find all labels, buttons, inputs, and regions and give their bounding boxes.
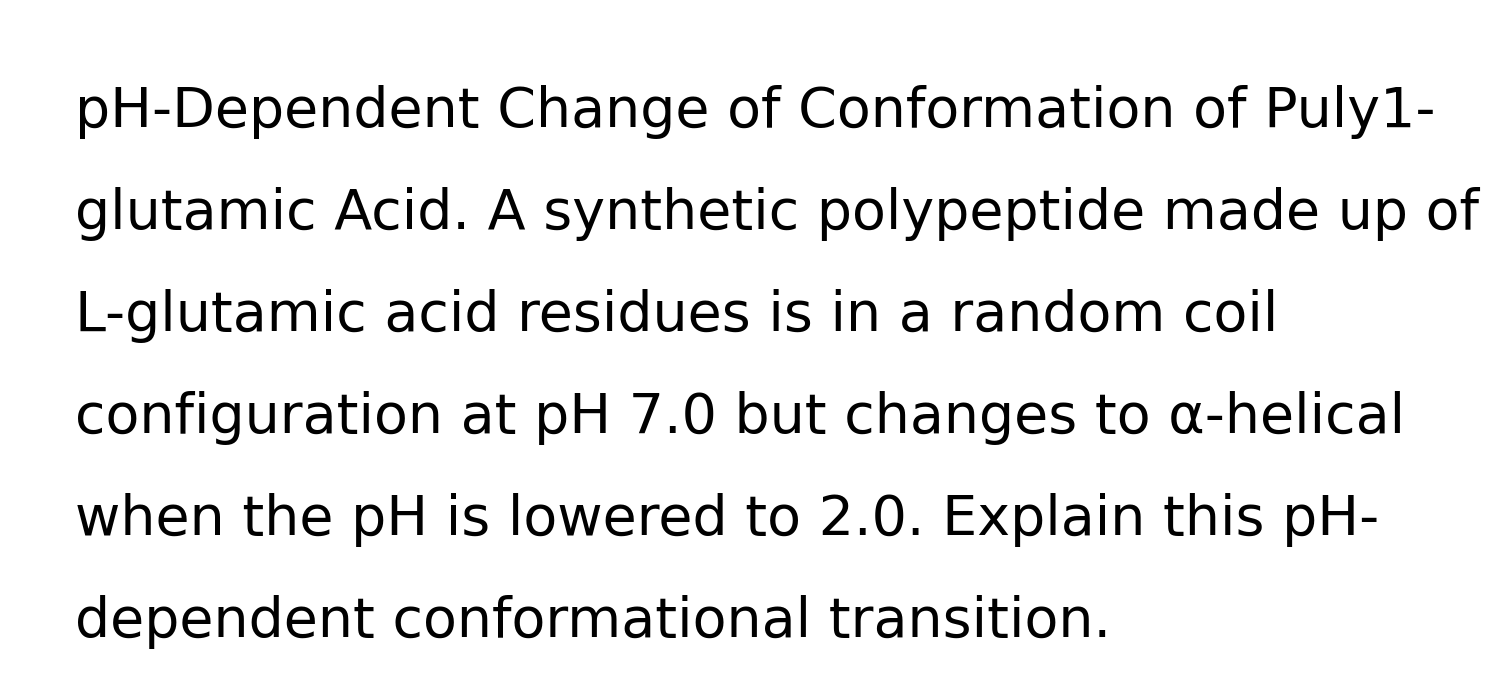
- Text: when the pH is lowered to 2.0. Explain this pH-: when the pH is lowered to 2.0. Explain t…: [75, 493, 1380, 547]
- Text: L-glutamic acid residues is in a random coil: L-glutamic acid residues is in a random …: [75, 289, 1278, 343]
- Text: dependent conformational transition.: dependent conformational transition.: [75, 595, 1112, 649]
- Text: pH-Dependent Change of Conformation of Puly1-: pH-Dependent Change of Conformation of P…: [75, 85, 1435, 139]
- Text: glutamic Acid. A synthetic polypeptide made up of: glutamic Acid. A synthetic polypeptide m…: [75, 187, 1479, 241]
- Text: configuration at pH 7.0 but changes to α-helical: configuration at pH 7.0 but changes to α…: [75, 391, 1406, 445]
